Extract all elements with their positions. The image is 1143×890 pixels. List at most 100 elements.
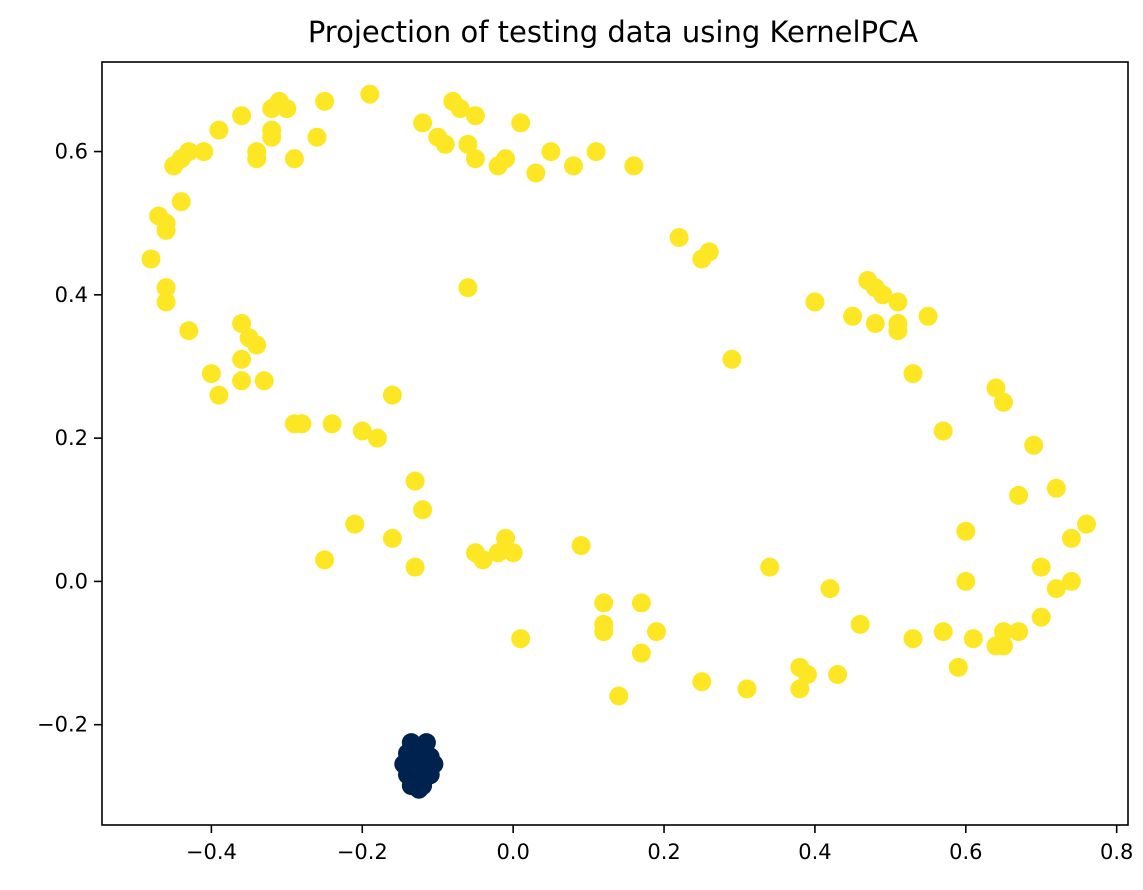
- data-point: [594, 622, 614, 642]
- data-point: [888, 292, 908, 312]
- data-point: [405, 557, 425, 577]
- data-point: [994, 636, 1013, 656]
- data-point: [963, 629, 983, 649]
- data-point: [413, 113, 433, 133]
- data-point: [586, 142, 606, 162]
- data-point: [1009, 622, 1029, 642]
- data-point: [873, 285, 893, 305]
- data-point: [820, 579, 840, 599]
- y-tick-label: 0.2: [55, 426, 88, 450]
- data-point: [564, 156, 583, 176]
- data-point: [473, 550, 493, 570]
- data-point: [609, 686, 629, 706]
- data-point: [797, 665, 817, 684]
- data-point: [360, 84, 380, 104]
- data-point: [367, 428, 387, 448]
- data-point: [465, 149, 485, 169]
- data-point: [450, 99, 470, 119]
- data-point: [1031, 557, 1051, 577]
- y-tick-label: 0.0: [55, 569, 88, 593]
- data-point: [156, 220, 176, 240]
- data-point: [1061, 528, 1081, 548]
- data-point: [269, 91, 289, 111]
- data-point: [1046, 478, 1066, 498]
- data-point: [986, 378, 1006, 398]
- data-point: [1077, 514, 1096, 534]
- data-point: [262, 127, 282, 147]
- x-tick-label: −0.2: [337, 840, 388, 864]
- data-point: [307, 127, 327, 147]
- data-point: [511, 113, 531, 133]
- data-point: [201, 364, 221, 384]
- data-point: [865, 314, 885, 333]
- data-point: [405, 471, 425, 491]
- data-point: [956, 521, 976, 541]
- data-point: [624, 156, 644, 176]
- data-points: [141, 84, 1096, 799]
- data-point: [1046, 579, 1066, 599]
- y-tick-label: 0.4: [55, 283, 88, 307]
- data-point: [179, 321, 199, 341]
- x-tick-label: 0.2: [647, 840, 680, 864]
- chart-title: Projection of testing data using KernelP…: [308, 15, 918, 49]
- data-point: [956, 571, 976, 591]
- data-point: [994, 392, 1013, 412]
- data-point: [692, 672, 712, 692]
- data-point: [496, 528, 516, 548]
- data-point: [790, 679, 810, 699]
- data-point: [292, 414, 312, 434]
- data-point: [903, 364, 923, 384]
- data-point: [511, 629, 531, 649]
- data-point: [903, 629, 923, 649]
- data-point: [948, 657, 968, 677]
- data-point: [737, 679, 757, 699]
- data-point: [232, 371, 252, 391]
- plot-frame: [101, 61, 1129, 826]
- data-point: [247, 149, 267, 169]
- data-point: [345, 514, 365, 534]
- data-point: [315, 91, 335, 111]
- data-point: [465, 106, 485, 126]
- x-tick-label: −0.4: [186, 840, 237, 864]
- data-point: [315, 550, 335, 570]
- data-point: [382, 528, 402, 548]
- data-point: [322, 414, 342, 434]
- data-point: [669, 228, 689, 247]
- data-point: [933, 622, 953, 642]
- data-point: [933, 421, 953, 441]
- data-point: [760, 557, 780, 577]
- data-point: [828, 665, 848, 684]
- data-point: [209, 120, 229, 140]
- data-point: [352, 421, 372, 441]
- x-axis: −0.4 −0.2 0.0 0.2 0.4 0.6 0.8: [186, 825, 1133, 864]
- y-axis: −0.2 0.0 0.2 0.4 0.6: [37, 140, 102, 737]
- data-point: [254, 371, 274, 391]
- data-point: [594, 593, 614, 613]
- data-point: [156, 278, 176, 298]
- data-point: [232, 349, 252, 369]
- x-tick-label: 0.0: [496, 840, 529, 864]
- data-point: [156, 292, 176, 312]
- data-point: [888, 321, 908, 341]
- data-point: [541, 142, 561, 162]
- data-point: [284, 149, 304, 169]
- data-point: [850, 614, 870, 634]
- data-point: [571, 536, 591, 556]
- data-point: [496, 149, 516, 169]
- data-point: [918, 306, 938, 326]
- data-point: [631, 593, 651, 613]
- x-tick-label: 0.4: [798, 840, 831, 864]
- data-point: [164, 156, 184, 176]
- data-point: [699, 242, 719, 262]
- x-tick-label: 0.8: [1100, 840, 1133, 864]
- data-point: [209, 385, 229, 405]
- data-point: [458, 278, 478, 298]
- data-point: [647, 622, 666, 642]
- data-point: [171, 192, 191, 212]
- data-point: [805, 292, 825, 312]
- data-point: [382, 385, 402, 405]
- data-point: [843, 306, 863, 326]
- data-point: [1061, 571, 1081, 591]
- data-point: [247, 335, 267, 355]
